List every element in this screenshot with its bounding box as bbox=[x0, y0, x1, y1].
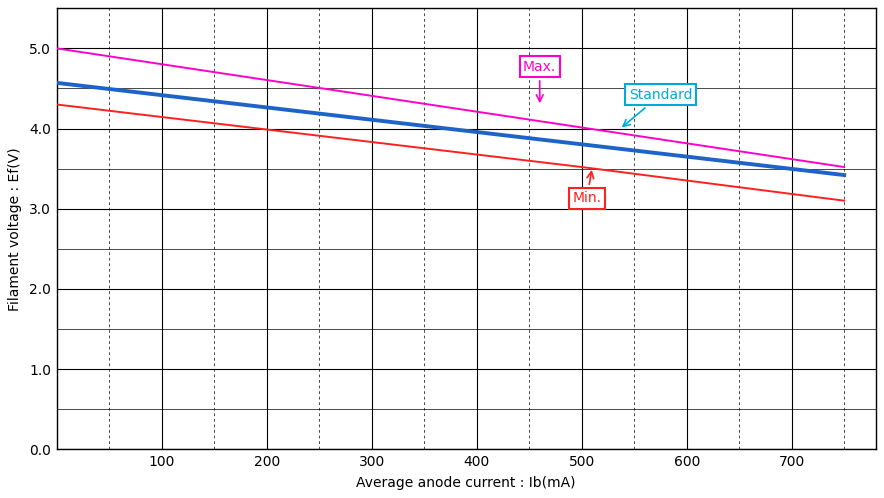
Text: Min.: Min. bbox=[573, 172, 601, 205]
Text: Max.: Max. bbox=[523, 60, 556, 102]
Text: Standard: Standard bbox=[623, 88, 692, 126]
X-axis label: Average anode current : Ib(mA): Average anode current : Ib(mA) bbox=[356, 476, 576, 490]
Y-axis label: Filament voltage : Ef(V): Filament voltage : Ef(V) bbox=[8, 147, 22, 311]
